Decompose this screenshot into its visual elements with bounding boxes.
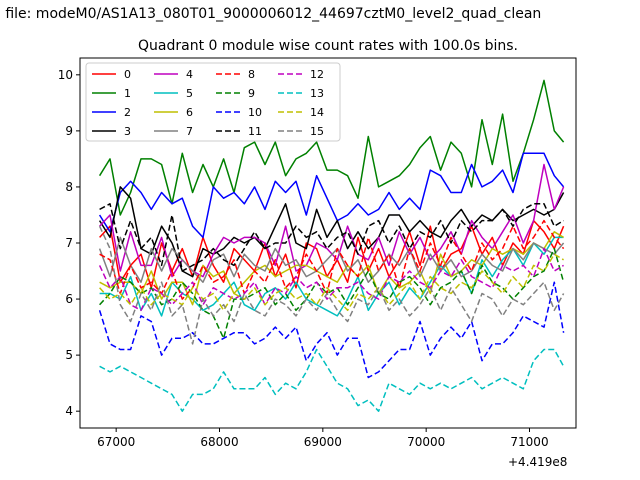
legend-entry-7: 7 — [154, 125, 193, 138]
x-tick-label: 71000 — [510, 435, 548, 449]
series-line-12 — [98, 247, 564, 312]
legend-label: 11 — [248, 125, 262, 138]
legend-entry-8: 8 — [216, 68, 255, 81]
legend-label: 12 — [310, 68, 324, 81]
legend-entry-15: 15 — [278, 125, 324, 138]
series-line-8 — [99, 219, 565, 300]
legend-label: 5 — [186, 87, 193, 100]
series-line-10 — [98, 281, 565, 379]
series-line-4 — [99, 163, 565, 278]
legend-frame — [85, 62, 341, 142]
series-line-6 — [99, 231, 564, 306]
y-tick-label: 9 — [65, 124, 73, 138]
x-tick-label: 70000 — [407, 435, 445, 449]
series-line-5 — [99, 236, 564, 317]
legend-label: 10 — [248, 106, 262, 119]
legend-label: 1 — [124, 87, 131, 100]
x-tick-label: 69000 — [304, 435, 342, 449]
series-line-13 — [99, 348, 565, 412]
legend-label: 3 — [124, 125, 131, 138]
legend-label: 6 — [186, 106, 193, 119]
legend-entry-5: 5 — [154, 87, 193, 100]
x-axis-offset-label: +4.419e8 — [508, 455, 567, 469]
y-tick-label: 6 — [65, 292, 73, 306]
legend-entry-9: 9 — [216, 87, 255, 100]
y-tick-label: 4 — [65, 404, 73, 418]
legend-entry-2: 2 — [92, 106, 131, 119]
figure-suptitle: n file: modeM0/AS1A13_080T01_9000006012_… — [0, 6, 541, 22]
x-axis: 67000 68000 69000 70000 71000 — [97, 428, 549, 449]
series-layer — [98, 79, 565, 412]
legend-entry-1: 1 — [92, 87, 131, 100]
legend-entry-10: 10 — [216, 106, 262, 119]
legend-label: 13 — [310, 87, 324, 100]
legend-entry-12: 12 — [278, 68, 324, 81]
x-tick-label: 67000 — [97, 435, 135, 449]
series-line-11 — [99, 203, 564, 272]
y-tick-label: 5 — [65, 348, 73, 362]
legend-label: 2 — [124, 106, 131, 119]
series-line-9 — [99, 247, 565, 340]
series-line-15 — [98, 225, 565, 345]
legend-label: 14 — [310, 106, 324, 119]
legend-entry-6: 6 — [154, 106, 193, 119]
series-line-3 — [98, 186, 565, 278]
y-tick-label: 7 — [65, 236, 73, 250]
y-tick-label: 10 — [58, 68, 73, 82]
series-line-14 — [99, 253, 564, 312]
legend-entry-13: 13 — [278, 87, 324, 100]
legend-label: 4 — [186, 68, 193, 81]
legend-label: 0 — [124, 68, 131, 81]
legend-label: 8 — [248, 68, 255, 81]
x-tick-label: 68000 — [200, 435, 238, 449]
series-line-2 — [98, 152, 565, 239]
chart-title: Quadrant 0 module wise count rates with … — [138, 38, 518, 54]
legend-label: 7 — [186, 125, 193, 138]
legend-entry-3: 3 — [92, 125, 131, 138]
series-line-1 — [98, 79, 565, 216]
legend-label: 9 — [248, 87, 255, 100]
legend-label: 15 — [310, 125, 324, 138]
legend-entry-0: 0 — [92, 68, 131, 81]
plot-area — [79, 57, 577, 429]
legend-entry-4: 4 — [154, 68, 193, 81]
legend-entry-11: 11 — [216, 125, 262, 138]
y-axis: 4 5 6 7 8 9 10 — [58, 68, 80, 418]
y-tick-label: 8 — [65, 180, 73, 194]
legend-entry-14: 14 — [278, 106, 324, 119]
series-line-7 — [98, 236, 565, 283]
